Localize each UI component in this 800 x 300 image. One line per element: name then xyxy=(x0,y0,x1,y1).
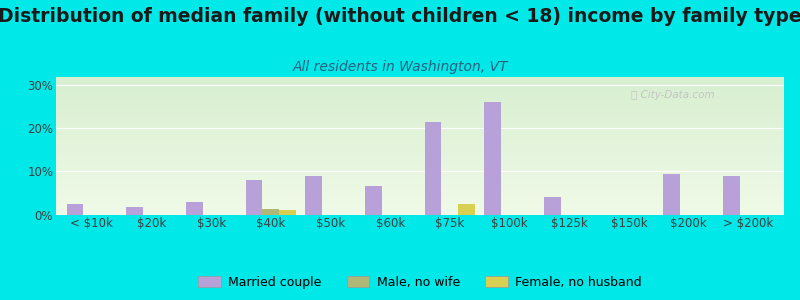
Bar xyxy=(663,173,680,214)
Text: ⓘ City-Data.com: ⓘ City-Data.com xyxy=(631,90,714,100)
Bar xyxy=(458,204,475,214)
Bar xyxy=(66,204,83,214)
Bar xyxy=(365,187,382,214)
Text: Distribution of median family (without children < 18) income by family type: Distribution of median family (without c… xyxy=(0,8,800,26)
Bar xyxy=(485,102,501,214)
Bar xyxy=(279,210,296,214)
Bar xyxy=(425,122,442,214)
Bar xyxy=(246,180,262,214)
Bar xyxy=(262,209,279,214)
Text: All residents in Washington, VT: All residents in Washington, VT xyxy=(292,60,508,74)
Bar xyxy=(544,197,561,214)
Bar xyxy=(186,202,202,214)
Bar xyxy=(126,207,143,214)
Bar xyxy=(306,176,322,214)
Bar xyxy=(723,176,740,214)
Legend: Married couple, Male, no wife, Female, no husband: Married couple, Male, no wife, Female, n… xyxy=(194,271,646,294)
